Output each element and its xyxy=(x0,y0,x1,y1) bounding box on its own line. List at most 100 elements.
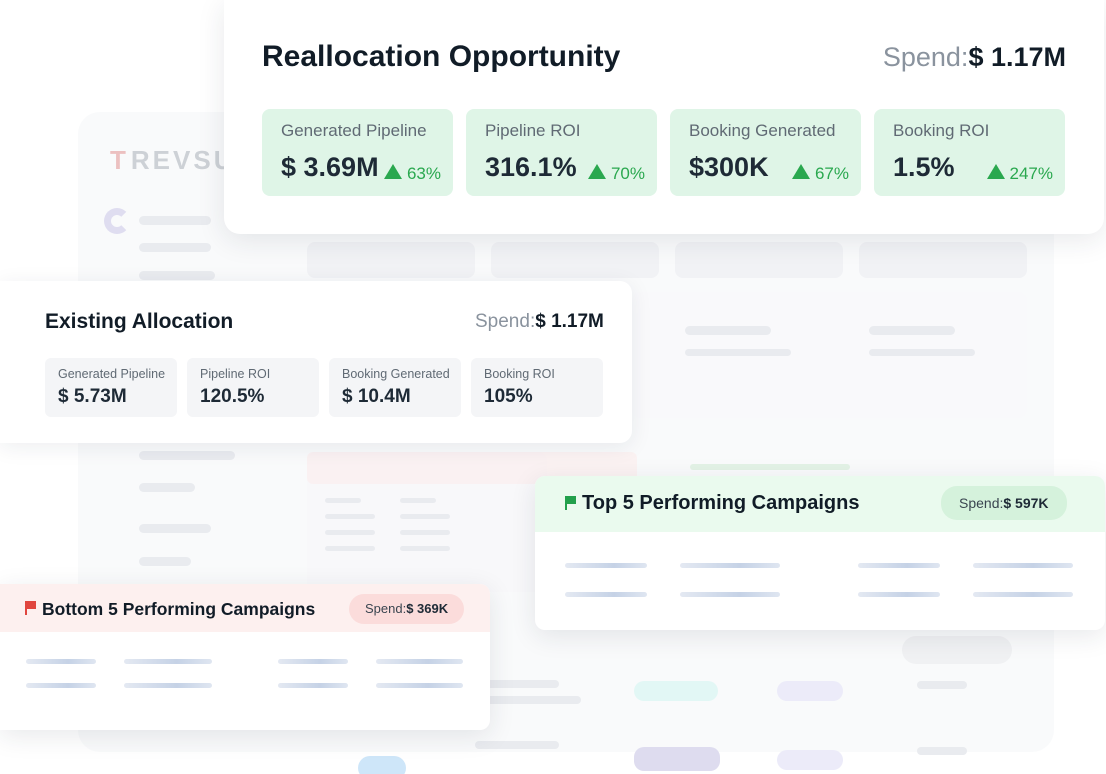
top-campaigns-title: Top 5 Performing Campaigns xyxy=(582,492,860,514)
arrow-up-icon xyxy=(587,164,606,179)
placeholder-line xyxy=(376,683,463,688)
metric-booking-generated: Booking Generated $300K 67% xyxy=(670,109,861,196)
placeholder-line xyxy=(858,592,940,597)
metric-label: Booking ROI xyxy=(893,121,990,140)
metric-value: $ 10.4M xyxy=(342,386,411,407)
metric-pipeline-roi: Pipeline ROI 316.1% 70% xyxy=(466,109,657,196)
top-campaigns-header: Top 5 Performing Campaigns Spend:$ 597K xyxy=(535,476,1105,532)
metric-change: 70% xyxy=(587,164,645,184)
arrow-up-icon xyxy=(986,164,1005,179)
bottom-campaigns-title: Bottom 5 Performing Campaigns xyxy=(42,599,316,619)
metric-label: Pipeline ROI xyxy=(200,367,271,381)
reallocation-spend-label: Spend: xyxy=(882,42,969,72)
reallocation-metrics: Generated Pipeline $ 3.69M 63% Pipeline … xyxy=(262,109,1065,196)
background-kpi-card xyxy=(675,242,843,278)
placeholder-line xyxy=(973,563,1073,568)
metric-label: Generated Pipeline xyxy=(58,367,166,381)
spend-label: Spend: xyxy=(365,601,407,616)
metric-change-value: 67% xyxy=(814,164,849,183)
metric-value: $ 5.73M xyxy=(58,386,127,407)
existing-metric-booking-roi: Booking ROI 105% xyxy=(471,358,603,417)
metric-label: Booking ROI xyxy=(484,367,555,381)
background-panel-line xyxy=(685,326,771,335)
metric-change-value: 247% xyxy=(1009,164,1053,183)
metric-change: 67% xyxy=(791,164,849,184)
placeholder-line xyxy=(376,659,463,664)
metric-value: 316.1% xyxy=(485,152,577,182)
background-table-line xyxy=(400,498,436,503)
placeholder-line xyxy=(124,683,212,688)
background-table-line xyxy=(400,530,450,535)
existing-title: Existing Allocation xyxy=(45,310,234,333)
cloud-icon xyxy=(358,756,406,774)
reallocation-title: Reallocation Opportunity xyxy=(262,40,621,73)
placeholder-line xyxy=(26,659,96,664)
background-table-line xyxy=(400,514,450,519)
reallocation-opportunity-card: Reallocation Opportunity Spend:$ 1.17M G… xyxy=(224,0,1104,234)
background-table-line xyxy=(325,498,361,503)
red-flag-icon xyxy=(25,601,37,615)
existing-metric-generated-pipeline: Generated Pipeline $ 5.73M xyxy=(45,358,177,417)
background-nav-line xyxy=(139,557,191,566)
top-campaigns-spend-badge: Spend:$ 597K xyxy=(941,486,1067,520)
top-campaigns-card[interactable]: Top 5 Performing Campaigns Spend:$ 597K xyxy=(535,476,1105,630)
placeholder-line xyxy=(124,659,212,664)
background-panel-line xyxy=(685,349,791,356)
metric-value: 120.5% xyxy=(200,386,265,407)
existing-allocation-card: Existing Allocation Spend:$ 1.17M Genera… xyxy=(0,281,632,443)
spend-value: $ 369K xyxy=(406,601,449,616)
background-nav-line xyxy=(139,524,211,533)
background-nav-line xyxy=(139,451,235,460)
background-nav-line xyxy=(139,271,215,280)
placeholder-line xyxy=(278,683,348,688)
existing-metrics: Generated Pipeline $ 5.73M Pipeline ROI … xyxy=(45,358,603,417)
bottom-campaigns-card[interactable]: Bottom 5 Performing Campaigns Spend:$ 36… xyxy=(0,584,490,730)
metric-generated-pipeline: Generated Pipeline $ 3.69M 63% xyxy=(262,109,453,196)
metric-label: Booking Generated xyxy=(689,121,836,140)
metric-label: Generated Pipeline xyxy=(281,121,427,140)
existing-metric-booking-generated: Booking Generated $ 10.4M xyxy=(329,358,461,417)
logo-mark-icon: T xyxy=(110,145,129,175)
background-row-line xyxy=(475,741,559,749)
reallocation-spend-value: $ 1.17M xyxy=(968,42,1066,72)
background-table-line xyxy=(690,464,850,470)
placeholder-line xyxy=(565,592,647,597)
background-row-line xyxy=(475,696,581,704)
background-pill xyxy=(634,747,720,771)
arrow-up-icon xyxy=(383,164,402,179)
background-kpi-card xyxy=(307,242,475,278)
background-pill xyxy=(634,681,718,701)
spend-label: Spend: xyxy=(959,495,1004,511)
green-flag-icon xyxy=(565,496,577,510)
metric-change: 247% xyxy=(986,164,1053,184)
background-table-line xyxy=(325,514,375,519)
metric-value: $300K xyxy=(689,152,769,182)
background-table-line xyxy=(325,530,375,535)
placeholder-line xyxy=(278,659,348,664)
bottom-campaigns-header: Bottom 5 Performing Campaigns Spend:$ 36… xyxy=(0,584,490,632)
background-row-line xyxy=(475,680,559,688)
background-pill xyxy=(777,750,843,770)
background-table-line xyxy=(325,546,375,551)
metric-change-value: 63% xyxy=(406,164,441,183)
placeholder-line xyxy=(680,592,780,597)
background-panel-line xyxy=(869,326,955,335)
background-nav-line xyxy=(139,243,211,252)
background-table-line xyxy=(400,546,450,551)
background-nav-line xyxy=(139,483,195,492)
metric-change-value: 70% xyxy=(610,164,645,183)
placeholder-line xyxy=(680,563,780,568)
reallocation-spend: Spend:$ 1.17M xyxy=(883,42,1066,73)
metric-change: 63% xyxy=(383,164,441,184)
metric-value: 105% xyxy=(484,386,533,407)
background-kpi-card xyxy=(491,242,659,278)
existing-spend-value: $ 1.17M xyxy=(535,311,604,332)
placeholder-line xyxy=(973,592,1073,597)
metric-booking-roi: Booking ROI 1.5% 247% xyxy=(874,109,1065,196)
placeholder-line xyxy=(565,563,647,568)
background-panel-line xyxy=(869,349,975,356)
placeholder-line xyxy=(26,683,96,688)
arrow-up-icon xyxy=(791,164,810,179)
metric-label: Pipeline ROI xyxy=(485,121,581,140)
background-row-line xyxy=(917,681,967,689)
